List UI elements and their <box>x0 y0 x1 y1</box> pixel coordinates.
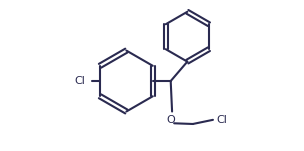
Text: Cl: Cl <box>74 76 85 86</box>
Text: Cl: Cl <box>216 115 227 125</box>
Text: O: O <box>166 115 175 125</box>
